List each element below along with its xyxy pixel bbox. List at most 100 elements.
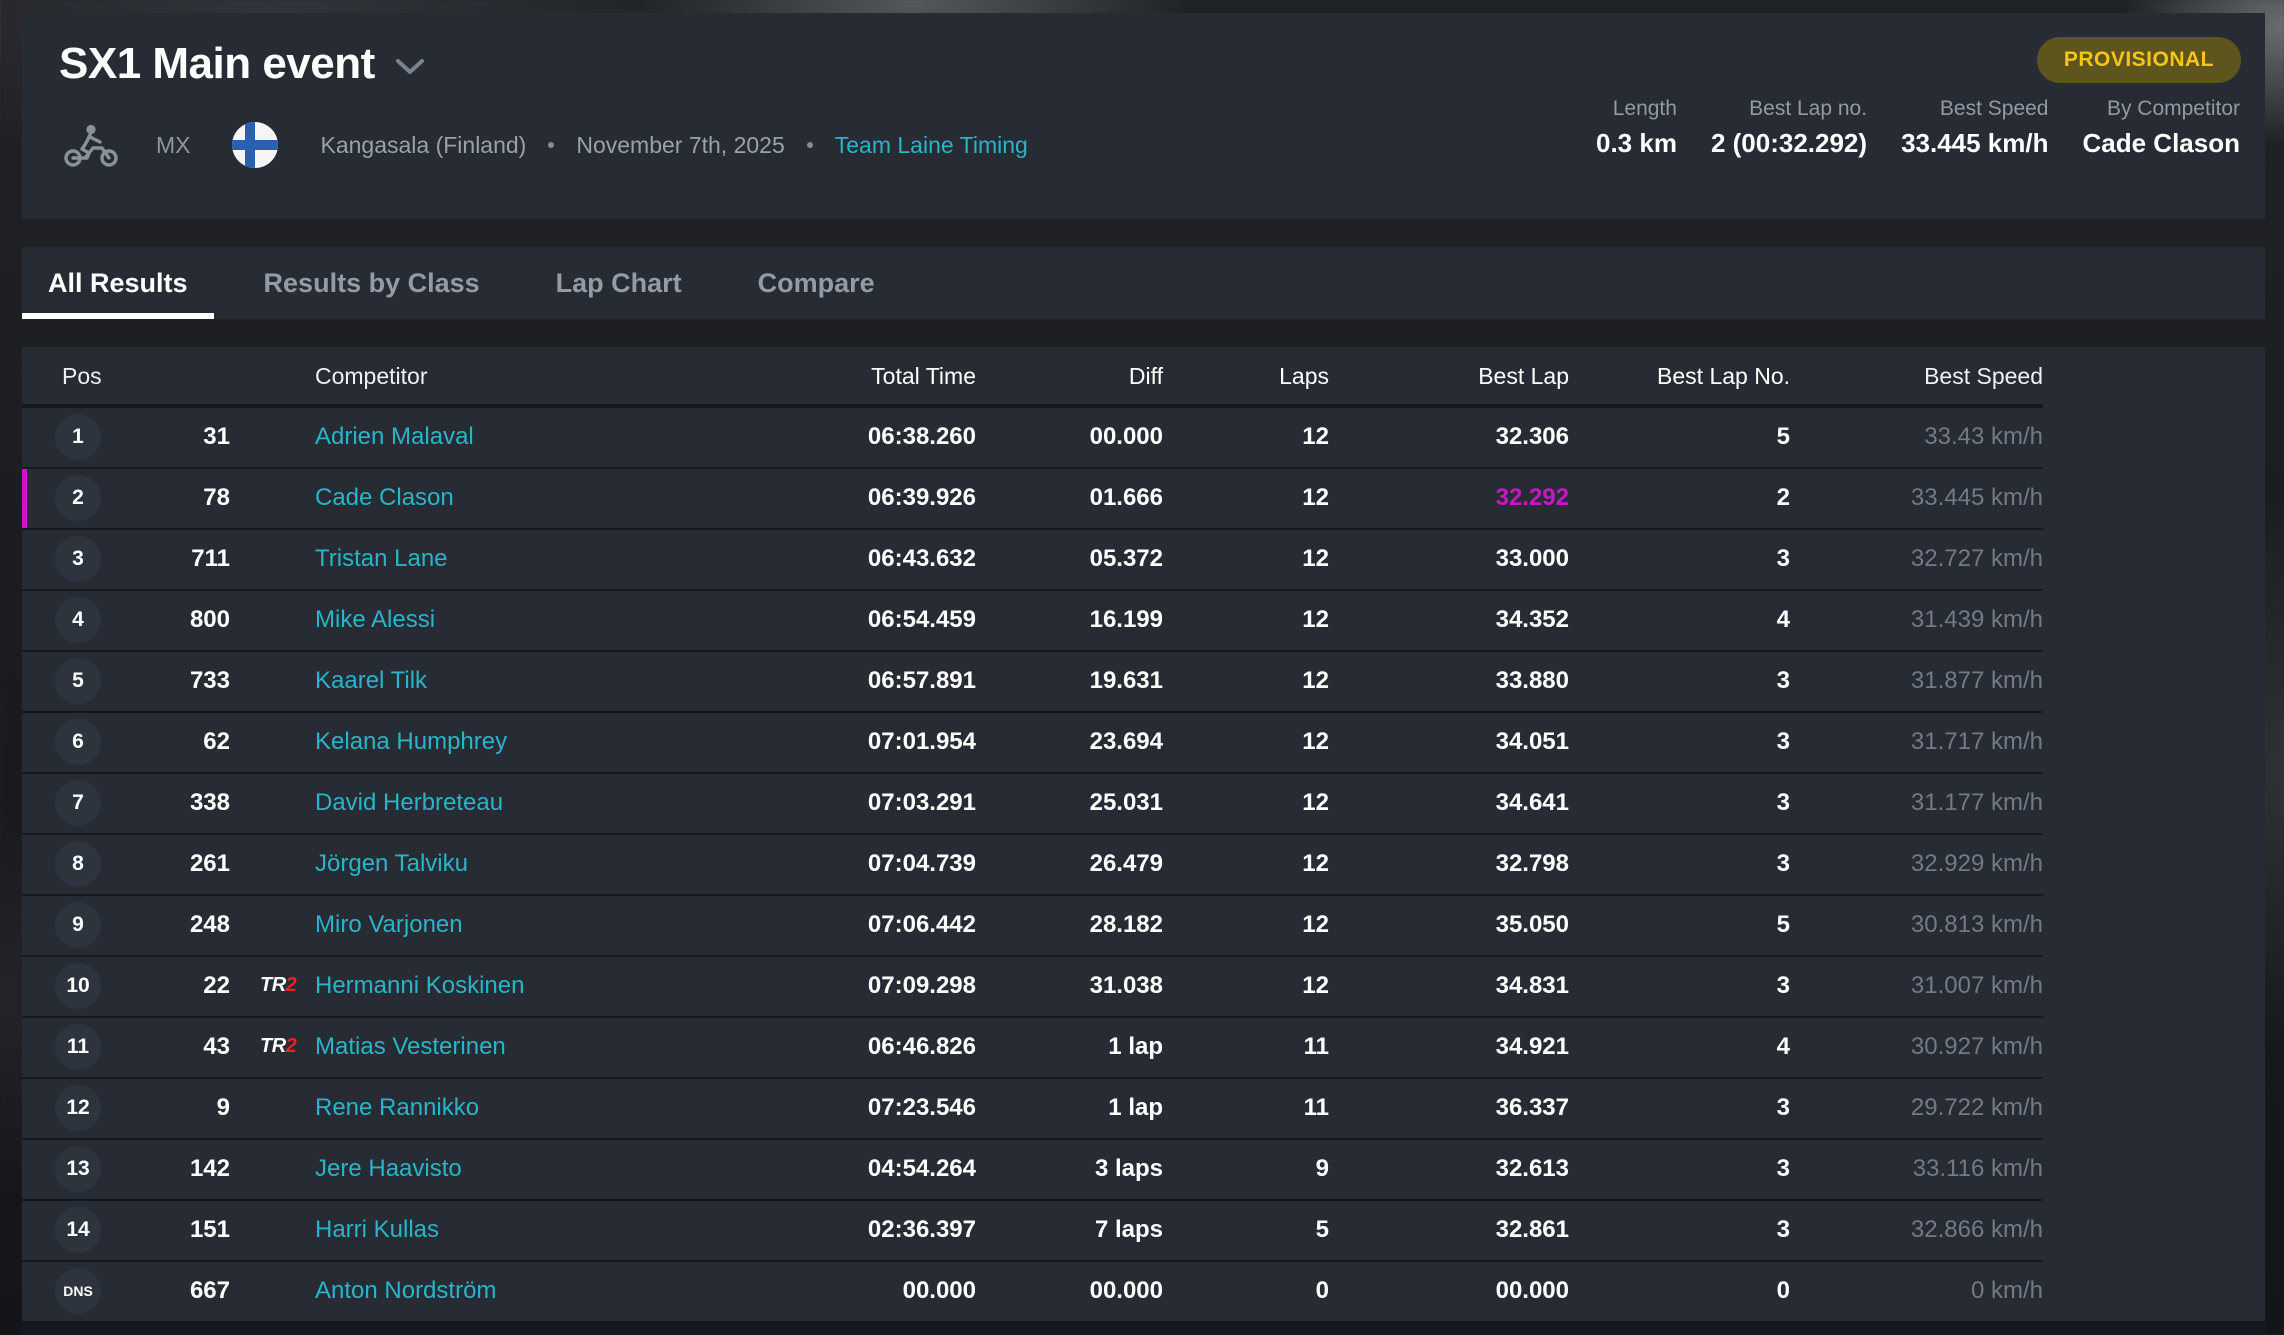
laps-cell: 12 xyxy=(1302,544,1329,572)
table-row[interactable]: 8 261 Jörgen Talviku 07:04.739 26.479 12 32.79… xyxy=(22,833,2265,894)
best-speed-cell: 31.177 km/h xyxy=(1910,788,2043,816)
best-lap-no-cell: 0 xyxy=(1776,1276,1790,1304)
competitor-name[interactable]: Jere Haavisto xyxy=(315,1154,462,1182)
best-lap-no-cell: 3 xyxy=(1776,544,1790,572)
tab-results-by-class[interactable]: Results by Class xyxy=(263,268,480,298)
laps-cell: 9 xyxy=(1315,1154,1329,1182)
total-time-cell: 07:01.954 xyxy=(867,727,976,755)
competitor-number: 248 xyxy=(189,910,230,938)
best-speed-cell: 33.116 km/h xyxy=(1912,1154,2043,1182)
motocross-icon xyxy=(64,124,118,167)
diff-cell: 1 lap xyxy=(1108,1093,1163,1121)
competitor-name[interactable]: Matias Vesterinen xyxy=(315,1032,506,1060)
pos-badge: 13 xyxy=(55,1145,101,1192)
competitor-name[interactable]: Jörgen Talviku xyxy=(315,849,468,877)
column-header-best-speed: Best Speed xyxy=(1924,363,2043,389)
event-stats: Length 0.3 km Best Lap no. 2 (00:32.292)… xyxy=(1596,97,2240,159)
table-body: 1 31 Adrien Malaval 06:38.260 00.000 12 32.306… xyxy=(22,406,2265,1321)
table-row[interactable]: 5 733 Kaarel Tilk 06:57.891 19.631 12 33.880 3 3… xyxy=(22,650,2265,711)
event-location: Kangasala (Finland) xyxy=(320,131,527,158)
pos-cell: 2 xyxy=(22,474,134,521)
competitor-name[interactable]: Rene Rannikko xyxy=(315,1093,480,1121)
laps-cell: 12 xyxy=(1302,849,1329,877)
competitor-cell: Rene Rannikko xyxy=(230,1094,756,1122)
pos-cell: 3 xyxy=(22,535,134,582)
competitor-cell: Cade Clason xyxy=(230,484,756,512)
tab-all-results[interactable]: All Results xyxy=(22,247,214,319)
best-speed-cell: 33.445 km/h xyxy=(1910,483,2043,511)
tab-lap-chart[interactable]: Lap Chart xyxy=(555,268,682,298)
pos-badge: 5 xyxy=(55,657,101,704)
table-row[interactable]: 14 151 Harri Kullas 02:36.397 7 laps 5 32.861 3… xyxy=(22,1199,2265,1260)
timing-provider-link[interactable]: Team Laine Timing xyxy=(834,131,1028,158)
pos-badge: 11 xyxy=(55,1023,101,1070)
competitor-name[interactable]: Hermanni Koskinen xyxy=(315,971,525,999)
pos-cell: 4 xyxy=(22,596,134,643)
pos-cell: 11 xyxy=(22,1023,134,1070)
table-row[interactable]: 2 78 Cade Clason 06:39.926 01.666 12 32.292 2 33… xyxy=(22,467,2265,528)
total-time-cell: 07:06.442 xyxy=(867,910,976,938)
diff-cell: 00.000 xyxy=(1089,422,1163,450)
best-speed-cell: 32.929 km/h xyxy=(1910,849,2043,877)
best-speed-cell: 32.727 km/h xyxy=(1910,544,2043,572)
table-row[interactable]: DNS 667 Anton Nordström 00.000 00.000 0 00.000… xyxy=(22,1260,2265,1321)
best-speed-cell: 31.439 km/h xyxy=(1910,605,2043,633)
competitor-name[interactable]: Kaarel Tilk xyxy=(315,666,428,694)
table-row[interactable]: 9 248 Miro Varjonen 07:06.442 28.182 12 35.050… xyxy=(22,894,2265,955)
total-time-cell: 07:04.739 xyxy=(867,849,976,877)
competitor-cell: Anton Nordström xyxy=(230,1277,756,1305)
stat-value: Cade Clason xyxy=(2082,128,2241,158)
total-time-cell: 06:54.459 xyxy=(867,605,976,633)
discipline-label: MX xyxy=(156,131,191,158)
laps-cell: 12 xyxy=(1302,483,1329,511)
competitor-name[interactable]: Miro Varjonen xyxy=(315,910,463,938)
table-row[interactable]: 12 9 Rene Rannikko 07:23.546 1 lap 11 36.337 3 2… xyxy=(22,1077,2265,1138)
pos-badge: 1 xyxy=(55,413,101,460)
best-lap-no-cell: 4 xyxy=(1776,605,1790,633)
best-lap-cell: 34.921 xyxy=(1495,1032,1569,1060)
competitor-name[interactable]: Anton Nordström xyxy=(315,1276,497,1304)
competitor-name[interactable]: Mike Alessi xyxy=(315,605,436,633)
competitor-name[interactable]: Adrien Malaval xyxy=(315,422,474,450)
best-lap-no-cell: 5 xyxy=(1776,422,1790,450)
table-row[interactable]: 11 43 TR2 Matias Vesterinen 06:46.826 1 lap 11… xyxy=(22,1016,2265,1077)
competitor-cell: Adrien Malaval xyxy=(230,423,756,451)
table-row[interactable]: 1 31 Adrien Malaval 06:38.260 00.000 12 32.306… xyxy=(22,406,2265,467)
best-lap-no-cell: 4 xyxy=(1776,1032,1790,1060)
competitor-cell: Kelana Humphrey xyxy=(230,728,756,756)
total-time-cell: 07:03.291 xyxy=(867,788,976,816)
laps-cell: 12 xyxy=(1302,727,1329,755)
competitor-cell: Miro Varjonen xyxy=(230,911,756,939)
competitor-name[interactable]: Cade Clason xyxy=(315,483,454,511)
total-time-cell: 06:46.826 xyxy=(867,1032,976,1060)
competitor-name[interactable]: Kelana Humphrey xyxy=(315,727,508,755)
total-time-cell: 02:36.397 xyxy=(867,1215,976,1243)
brand-badge: TR2 xyxy=(260,974,307,997)
competitor-name[interactable]: David Herbreteau xyxy=(315,788,504,816)
competitor-name[interactable]: Tristan Lane xyxy=(315,544,448,572)
results-table: Pos Competitor Total Time Diff Laps Best… xyxy=(22,347,2265,1335)
table-row[interactable]: 13 142 Jere Haavisto 04:54.264 3 laps 9 32.613… xyxy=(22,1138,2265,1199)
best-lap-cell: 34.641 xyxy=(1495,788,1569,816)
column-header-diff: Diff xyxy=(1128,363,1163,389)
pos-cell: 7 xyxy=(22,779,134,826)
table-row[interactable]: 10 22 TR2 Hermanni Koskinen 07:09.298 31.038 1… xyxy=(22,955,2265,1016)
chevron-down-icon[interactable] xyxy=(395,58,425,76)
tab-compare[interactable]: Compare xyxy=(757,268,875,298)
brand-suffix: 2 xyxy=(285,974,297,996)
table-row[interactable]: 4 800 Mike Alessi 06:54.459 16.199 12 34.352 4 3… xyxy=(22,589,2265,650)
table-row[interactable]: 7 338 David Herbreteau 07:03.291 25.031 12 34.… xyxy=(22,772,2265,833)
total-time-cell: 06:43.632 xyxy=(867,544,976,572)
competitor-number: 31 xyxy=(203,422,230,450)
best-lap-no-cell: 3 xyxy=(1776,1093,1790,1121)
pos-badge: 8 xyxy=(55,840,101,887)
competitor-number: 733 xyxy=(189,666,230,694)
best-speed-cell: 31.007 km/h xyxy=(1910,971,2043,999)
table-row[interactable]: 6 62 Kelana Humphrey 07:01.954 23.694 12 34.05… xyxy=(22,711,2265,772)
pos-badge: 14 xyxy=(55,1206,101,1253)
table-row[interactable]: 3 711 Tristan Lane 06:43.632 05.372 12 33.000 3… xyxy=(22,528,2265,589)
pos-badge: 2 xyxy=(55,474,101,521)
competitor-name[interactable]: Harri Kullas xyxy=(315,1215,440,1243)
stat-label: Length xyxy=(1612,97,1677,120)
best-lap-no-cell: 3 xyxy=(1776,1215,1790,1243)
